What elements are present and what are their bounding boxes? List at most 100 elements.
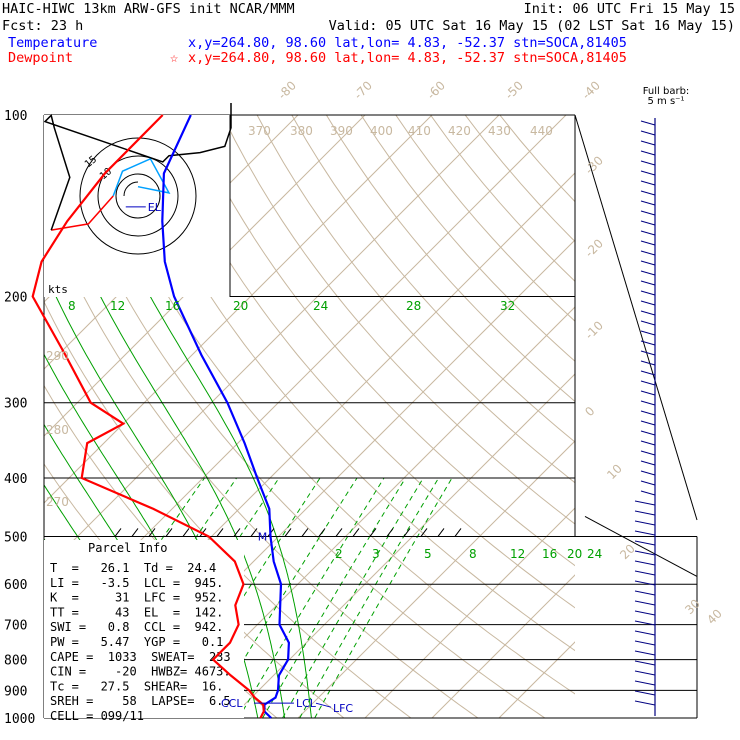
dewpoint-star-icon: ☆ — [170, 50, 178, 66]
parcel-info-row: CELL = 099/11 — [50, 709, 144, 723]
hodograph-ring — [79, 137, 197, 255]
isotherm-label: 0 — [582, 404, 597, 419]
wind-barb — [634, 660, 656, 666]
hatch-mark — [386, 528, 394, 537]
isotherm-label: -40 — [579, 78, 603, 102]
theta-label: 270 — [46, 495, 69, 509]
isotherm-line — [44, 115, 366, 437]
isotherm-line — [230, 373, 575, 718]
isotherm-label: 10 — [604, 461, 625, 482]
dry-adiabat-line — [44, 207, 479, 718]
wind-barb — [640, 320, 656, 326]
isotherm-line — [498, 641, 575, 718]
wind-barb — [640, 420, 656, 426]
wind-barb — [640, 450, 656, 456]
hatch-mark — [131, 528, 139, 537]
wind-barb — [640, 120, 656, 126]
parcel-info-background — [44, 540, 244, 718]
wind-barb — [634, 670, 656, 676]
mixing-ratio-label: 12 — [510, 547, 525, 561]
wind-barb — [640, 140, 656, 146]
theta-label: 390 — [330, 124, 353, 138]
hodograph-background — [44, 115, 230, 297]
moist-adiabat-line — [72, 115, 312, 718]
wind-barb — [634, 630, 656, 636]
wind-barb — [634, 600, 656, 606]
sounding-profiles: EL CCL LCL LFC M — [31, 114, 353, 719]
mixing-ratio-label: 20 — [567, 547, 582, 561]
isotherm-label: -10 — [582, 318, 606, 342]
mixing-ratio-label: 24 — [587, 547, 602, 561]
hatch-mark — [318, 528, 326, 537]
wind-barb — [640, 220, 656, 226]
lcl-label: LCL — [296, 697, 317, 710]
theta-label: 370 — [248, 124, 271, 138]
pressure-tick-label: 300 — [4, 397, 27, 412]
pressure-tick-label: 600 — [4, 578, 27, 593]
dry-adiabat-line — [187, 115, 575, 567]
theta-label: 420 — [448, 124, 471, 138]
pressure-tick-label: 800 — [4, 654, 27, 669]
hatch-mark — [454, 528, 462, 537]
temperature-station-info: x,y=264.80, 98.60 lat,lon= 4.83, -52.37 … — [188, 35, 627, 51]
isotherm-label: 40 — [704, 606, 725, 627]
parcel-info-title: Parcel Info — [88, 541, 167, 555]
wind-barb — [640, 400, 656, 406]
temperature-profile — [161, 114, 291, 719]
wind-barb — [640, 310, 656, 316]
mixing-ratio-label: 8 — [469, 547, 477, 561]
wind-barb — [640, 230, 656, 236]
header-model-run: HAIC-HIWC 13km ARW-GFS init NCAR/MMM — [2, 1, 295, 17]
hatch-mark — [148, 528, 156, 537]
wind-barb — [640, 280, 656, 286]
dry-adiabat-line — [429, 115, 575, 283]
dry-adiabat-line — [325, 115, 575, 403]
wind-barb — [634, 680, 656, 686]
isotherm-label: -20 — [582, 236, 606, 260]
parcel-info-row: CIN = -20 HWBZ= 4673. — [50, 665, 231, 679]
pressure-tick-label: 900 — [4, 684, 27, 699]
parcel-info-row: LI = -3.5 LCL = 945. — [50, 576, 223, 590]
parcel-info-row: SWI = 0.8 CCL = 942. — [50, 620, 223, 634]
wind-barb — [634, 510, 656, 516]
wind-barb — [640, 340, 656, 346]
wind-barb — [640, 160, 656, 166]
pressure-tick-label: 700 — [4, 619, 27, 634]
hatch-mark — [250, 528, 258, 537]
hodograph-units-label: kts — [48, 283, 68, 296]
el-label: EL — [148, 201, 162, 214]
isotherm-label: -30 — [582, 153, 606, 177]
ccl-label: CCL — [221, 697, 243, 710]
isotherm-line — [44, 115, 433, 504]
wind-barb — [640, 460, 656, 466]
isotherm-label: -70 — [351, 78, 375, 102]
wind-barb — [634, 610, 656, 616]
mixing-ratio-label: 32 — [500, 299, 515, 313]
wind-barb — [640, 360, 656, 366]
wind-barb — [640, 300, 656, 306]
wind-barb — [640, 440, 656, 446]
theta-label: 400 — [370, 124, 393, 138]
wind-barb — [640, 240, 656, 246]
wind-legend-title: Full barb: — [643, 86, 690, 97]
mixing-ratio-label: 8 — [68, 299, 76, 313]
mixing-ratio-line — [238, 477, 385, 718]
temperature-legend-label: Temperature — [8, 35, 97, 51]
hatch-mark — [182, 528, 190, 537]
wind-barb — [634, 530, 656, 536]
parcel-info-row: Tc = 27.5 SHEAR= 16. — [50, 679, 223, 693]
wind-barb — [640, 350, 656, 356]
isotherm-line — [44, 115, 500, 571]
header-forecast-hour: Fcst: 23 h — [2, 18, 83, 34]
mixing-ratio-label: 20 — [233, 299, 248, 313]
wind-barb — [634, 590, 656, 596]
isotherm-label: -50 — [502, 78, 526, 102]
mixing-ratio-label: 16 — [542, 547, 557, 561]
wind-barbs — [634, 118, 656, 716]
hatch-mark — [233, 528, 241, 537]
mixing-ratio-label: 28 — [406, 299, 421, 313]
theta-label: 430 — [488, 124, 511, 138]
wind-barb — [634, 700, 656, 706]
